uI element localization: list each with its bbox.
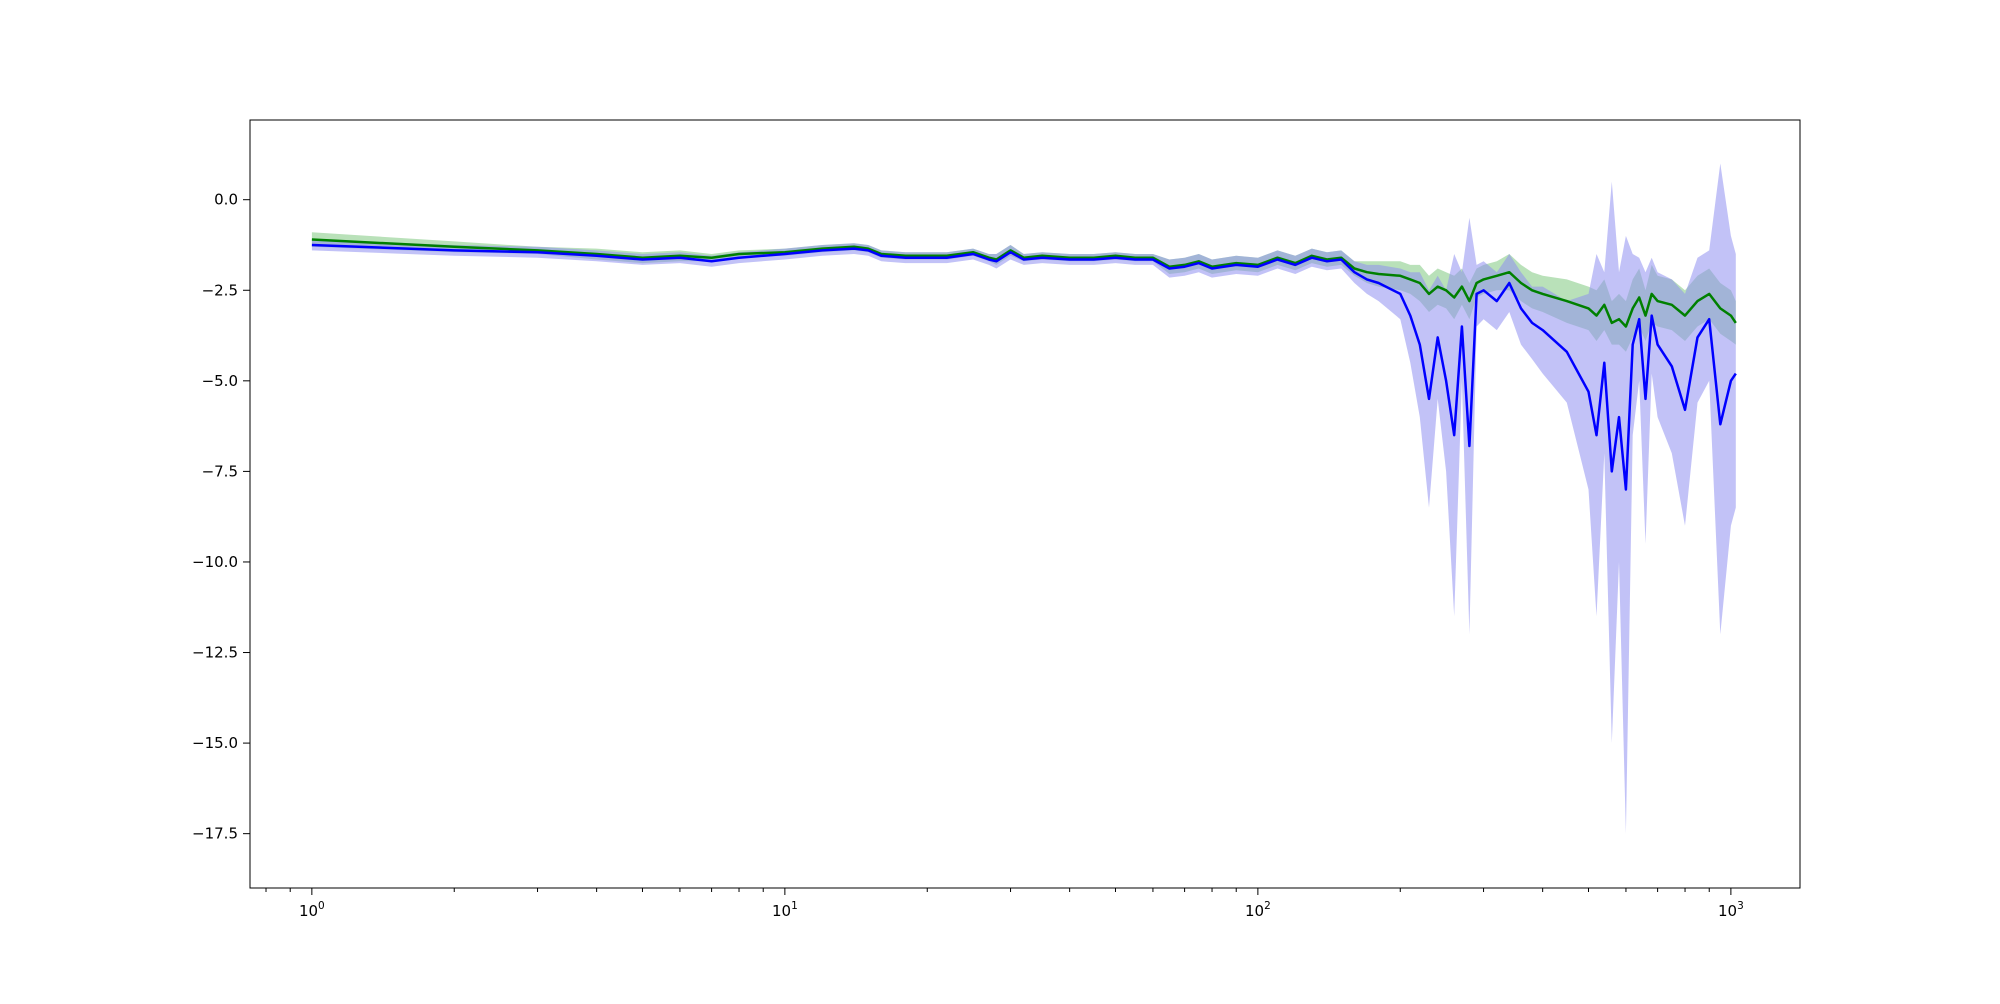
confidence-bands — [311, 163, 1736, 834]
series-2-line — [311, 243, 1737, 491]
y-tick-label: −7.5 — [202, 462, 238, 480]
y-tick-label: −12.5 — [192, 644, 238, 662]
y-tick-label: −17.5 — [192, 825, 238, 843]
series-lines — [311, 238, 1737, 491]
x-tick-label: 102 — [1245, 900, 1271, 920]
y-axis: 0.0 −2.5 −5.0 −7.5 −10.0 −12.5 −15.0 −17.5 — [192, 191, 250, 843]
x-axis: 100 101 102 103 — [265, 888, 1744, 920]
x-tick-label: 101 — [772, 900, 798, 920]
series-1-line — [311, 238, 1737, 328]
y-tick-label: −2.5 — [202, 281, 238, 299]
x-tick-label: 100 — [299, 900, 325, 920]
y-tick-label: −15.0 — [192, 734, 238, 752]
plot-frame — [249, 119, 1801, 889]
y-tick-label: 0.0 — [214, 191, 238, 209]
x-tick-label: 103 — [1718, 900, 1744, 920]
series-1-band — [311, 232, 1736, 352]
y-tick-label: −5.0 — [202, 372, 238, 390]
y-tick-label: −10.0 — [192, 553, 238, 571]
series-2-band — [311, 163, 1736, 834]
